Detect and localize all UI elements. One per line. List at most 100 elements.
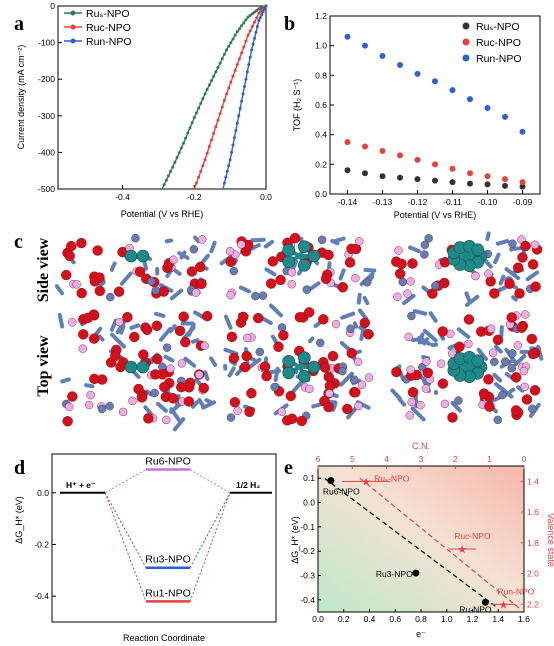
bond	[498, 385, 514, 399]
data-point	[247, 63, 251, 67]
y-tick-label: -0.3	[300, 571, 315, 581]
data-point	[179, 146, 183, 150]
data-point-1	[484, 173, 491, 180]
top-tick-label: 1	[487, 454, 492, 464]
connector-left-2	[104, 492, 147, 602]
y-tick-label: 0.4	[315, 130, 327, 140]
data-point	[263, 7, 267, 11]
data-point-0	[362, 170, 368, 177]
y-axis-label: ΔG_H* (eV)	[14, 496, 24, 544]
row-label-side-view: Side view	[35, 237, 52, 302]
series-line-2	[222, 5, 267, 190]
atom	[364, 373, 374, 382]
atom	[528, 404, 537, 414]
atom	[407, 258, 418, 269]
atom	[303, 307, 315, 318]
y-tick-label: 1.2	[315, 11, 327, 21]
data-point	[207, 145, 211, 149]
data-point-1	[414, 156, 421, 163]
bond	[338, 268, 346, 281]
bond	[153, 311, 166, 318]
top-tick-label: 3	[419, 454, 424, 464]
atom	[353, 357, 363, 367]
atom	[506, 312, 517, 323]
atom	[141, 324, 153, 335]
atom	[94, 272, 105, 283]
x-tick-label: 1.6	[518, 614, 530, 624]
atom	[147, 277, 156, 286]
atom	[405, 411, 414, 420]
data-point-1	[362, 143, 368, 150]
data-point	[218, 61, 222, 65]
atom	[128, 396, 137, 406]
data-point	[244, 18, 248, 22]
atom	[197, 235, 207, 244]
data-point-2	[484, 104, 491, 111]
atom	[159, 381, 170, 393]
data-point	[240, 51, 244, 55]
atom	[484, 401, 495, 412]
data-point	[220, 57, 224, 61]
trend-line-red	[359, 477, 520, 609]
data-point-0	[519, 183, 526, 190]
atom	[463, 314, 475, 325]
star-marker: ★	[361, 476, 371, 488]
bond	[410, 406, 426, 422]
data-point	[235, 63, 239, 67]
data-point	[216, 65, 220, 69]
data-point	[184, 136, 188, 140]
data-point-0	[484, 181, 491, 188]
atom	[349, 375, 359, 384]
bond	[200, 253, 210, 264]
atom	[277, 323, 287, 332]
atom	[246, 388, 257, 399]
data-point	[242, 85, 246, 89]
structure-top-3	[390, 309, 544, 425]
bond	[145, 389, 154, 397]
bond	[238, 285, 252, 294]
bond	[291, 379, 305, 394]
atom	[318, 314, 329, 325]
bond	[493, 252, 501, 265]
data-point	[220, 105, 224, 109]
data-point	[412, 569, 420, 577]
data-point	[216, 118, 220, 122]
x-tick-label: -0.11	[443, 197, 462, 207]
bond	[197, 398, 205, 408]
atom	[105, 401, 114, 411]
bond	[110, 332, 127, 349]
data-point	[175, 156, 179, 160]
bond	[413, 393, 419, 409]
data-point	[255, 24, 259, 28]
atom	[233, 406, 242, 415]
atom	[357, 380, 367, 390]
atom	[391, 256, 402, 267]
data-point	[255, 16, 259, 20]
data-point	[194, 181, 198, 185]
atom	[289, 232, 301, 244]
data-point	[260, 13, 264, 17]
atom	[519, 366, 529, 376]
panel-b-tof-chart: b -0.14 -0.13 -0.12 -0.11 -0.10 -0.09 0.0 0.2 0.…	[284, 11, 541, 220]
data-point-0	[449, 179, 456, 186]
data-point	[248, 29, 252, 33]
atom	[202, 310, 213, 322]
atom	[464, 339, 473, 349]
atom	[151, 286, 161, 295]
bond	[193, 235, 201, 244]
ru-atom	[307, 360, 321, 374]
bond	[177, 251, 190, 260]
panel-label-c: c	[14, 231, 23, 253]
atom	[265, 278, 277, 289]
data-point	[162, 183, 166, 187]
data-point	[192, 116, 196, 120]
bond	[172, 417, 186, 432]
data-point	[234, 128, 238, 132]
atom	[229, 397, 241, 408]
bond	[397, 397, 407, 407]
atom	[275, 274, 286, 286]
data-point	[237, 57, 241, 61]
ru-atom	[282, 354, 295, 368]
atom	[89, 373, 100, 385]
atom	[520, 382, 530, 392]
